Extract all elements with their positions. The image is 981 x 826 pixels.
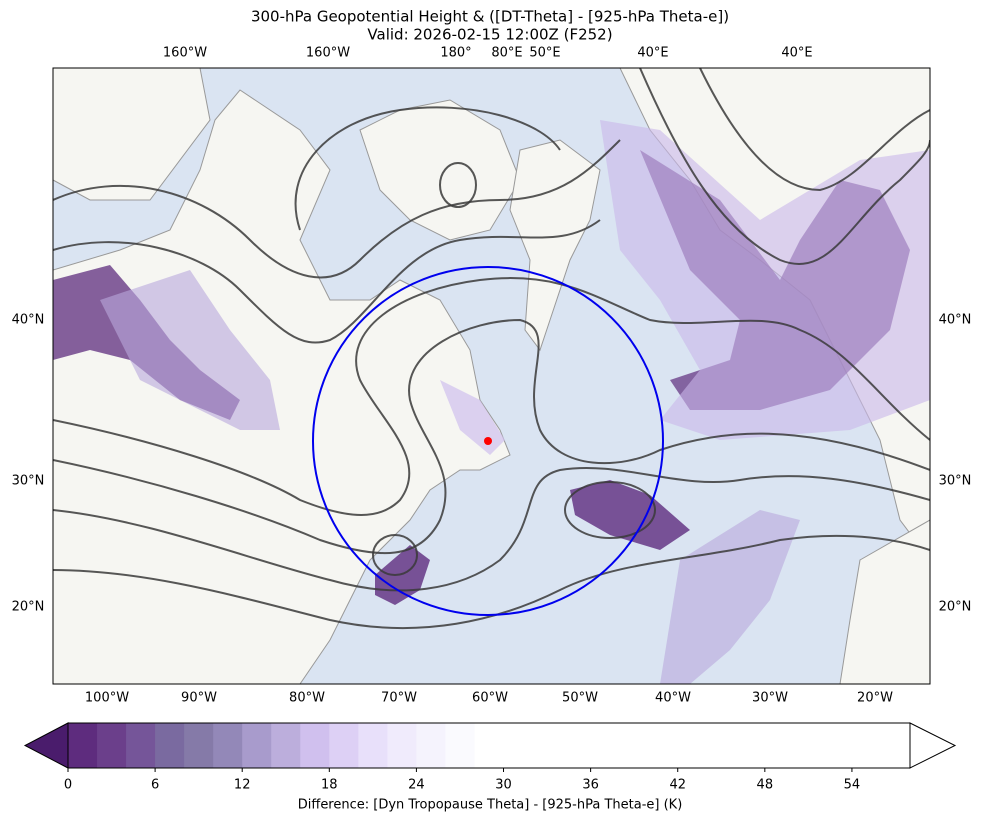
height-contour xyxy=(699,68,930,192)
colorbar-cell xyxy=(242,723,272,768)
coordinate-label: 90°W xyxy=(181,691,217,706)
title-line: 300-hPa Geopotential Height & ([DT-Theta… xyxy=(251,8,729,26)
colorbar-extend xyxy=(909,722,957,769)
height-contour xyxy=(53,534,930,629)
height-contour xyxy=(53,139,621,279)
point-marker xyxy=(484,437,492,445)
land xyxy=(359,99,521,241)
colorbar-tick-label: 36 xyxy=(582,778,599,793)
shading xyxy=(440,380,505,455)
colorbar-cell xyxy=(445,723,475,768)
map-frame xyxy=(52,67,931,685)
coordinate-label: 80°E xyxy=(491,46,522,61)
colorbar-tick-label: 54 xyxy=(844,778,861,793)
coordinate-label: 40°N xyxy=(12,313,45,328)
colorbar-cell xyxy=(590,723,621,768)
coordinate-label: 20°N xyxy=(12,600,45,615)
coordinate-label: 50°E xyxy=(529,46,560,61)
colorbar-cell xyxy=(706,723,737,768)
coordinate-label: 70°W xyxy=(381,691,417,706)
colorbar-cell xyxy=(793,723,824,768)
colorbar-cell xyxy=(822,723,853,768)
coordinate-label: 40°E xyxy=(637,46,668,61)
colorbar-tick-label: 42 xyxy=(669,778,686,793)
colorbar-tick-label: 30 xyxy=(495,778,512,793)
colorbar-cell xyxy=(271,723,301,768)
height-contour xyxy=(564,481,656,539)
colorbar-cell xyxy=(764,723,795,768)
colorbar-cell xyxy=(329,723,359,768)
colorbar-cell xyxy=(677,723,708,768)
radius-circle xyxy=(312,266,664,616)
shading xyxy=(570,480,690,550)
shading xyxy=(660,510,800,684)
colorbar-frame xyxy=(67,722,911,769)
colorbar-tick-label: 6 xyxy=(151,778,159,793)
colorbar-cell xyxy=(532,723,563,768)
colorbar-cell xyxy=(474,723,505,768)
coordinate-label: 30°N xyxy=(939,474,972,489)
colorbar-cell xyxy=(851,723,882,768)
colorbar-cell xyxy=(213,723,243,768)
title-line: Valid: 2026-02-15 12:00Z (F252) xyxy=(367,26,612,44)
land xyxy=(509,139,601,352)
colorbar-label: Difference: [Dyn Tropopause Theta] - [92… xyxy=(298,798,683,813)
coordinate-label: 60°W xyxy=(472,691,508,706)
height-contour xyxy=(294,106,561,231)
coordinate-label: 160°W xyxy=(306,46,350,61)
colorbar-cell xyxy=(648,723,679,768)
colorbar-tick-label: 18 xyxy=(321,778,338,793)
height-contour xyxy=(372,534,418,576)
colorbar-cell xyxy=(503,723,534,768)
colorbar-cell xyxy=(358,723,388,768)
shading xyxy=(100,270,280,430)
colorbar-cell xyxy=(619,723,650,768)
coordinate-label: 80°W xyxy=(289,691,325,706)
land xyxy=(839,519,930,684)
colorbar-cell xyxy=(735,723,766,768)
height-contour xyxy=(639,68,930,265)
colorbar-tick-label: 48 xyxy=(757,778,774,793)
coordinate-label: 40°W xyxy=(655,691,691,706)
height-contour xyxy=(439,162,477,208)
height-contour xyxy=(53,277,930,516)
colorbar: 0 6 12 18 24 30 36 42 48 54 Difference: [Dyn Tropo… xyxy=(23,722,957,813)
colorbar-cell xyxy=(416,723,446,768)
map-labels: 160°W 160°W 180° 80°E 50°E 40°E 40°E 100°W 90°W 8… xyxy=(12,46,972,706)
coordinate-label: 180° xyxy=(440,46,471,61)
colorbar-cell xyxy=(387,723,417,768)
colorbar-cell xyxy=(184,723,214,768)
coordinate-label: 160°W xyxy=(163,46,207,61)
colorbar-cell xyxy=(126,723,156,768)
map xyxy=(53,68,930,684)
land xyxy=(53,68,211,201)
colorbar-extend xyxy=(23,722,69,769)
coordinate-label: 40°E xyxy=(781,46,812,61)
colorbar-cell xyxy=(155,723,185,768)
colorbar-tick-label: 12 xyxy=(234,778,251,793)
coordinate-label: 50°W xyxy=(562,691,598,706)
colorbar-tick-label: 24 xyxy=(408,778,425,793)
coordinate-label: 30°N xyxy=(12,474,45,489)
height-contour xyxy=(53,219,601,344)
colorbar-cell xyxy=(561,723,592,768)
coordinate-label: 20°W xyxy=(857,691,893,706)
colorbar-cell xyxy=(300,723,330,768)
colorbar-cell xyxy=(68,723,98,768)
height-contour xyxy=(53,318,930,555)
coordinate-label: 40°N xyxy=(939,313,972,328)
coordinate-label: 20°N xyxy=(939,600,972,615)
coordinate-label: 30°W xyxy=(752,691,788,706)
height-contour xyxy=(53,466,930,592)
coordinate-label: 100°W xyxy=(85,691,129,706)
colorbar-cell xyxy=(97,723,127,768)
colorbar-tick-label: 0 xyxy=(64,778,72,793)
land xyxy=(53,89,511,684)
colorbar-cell xyxy=(880,723,911,768)
